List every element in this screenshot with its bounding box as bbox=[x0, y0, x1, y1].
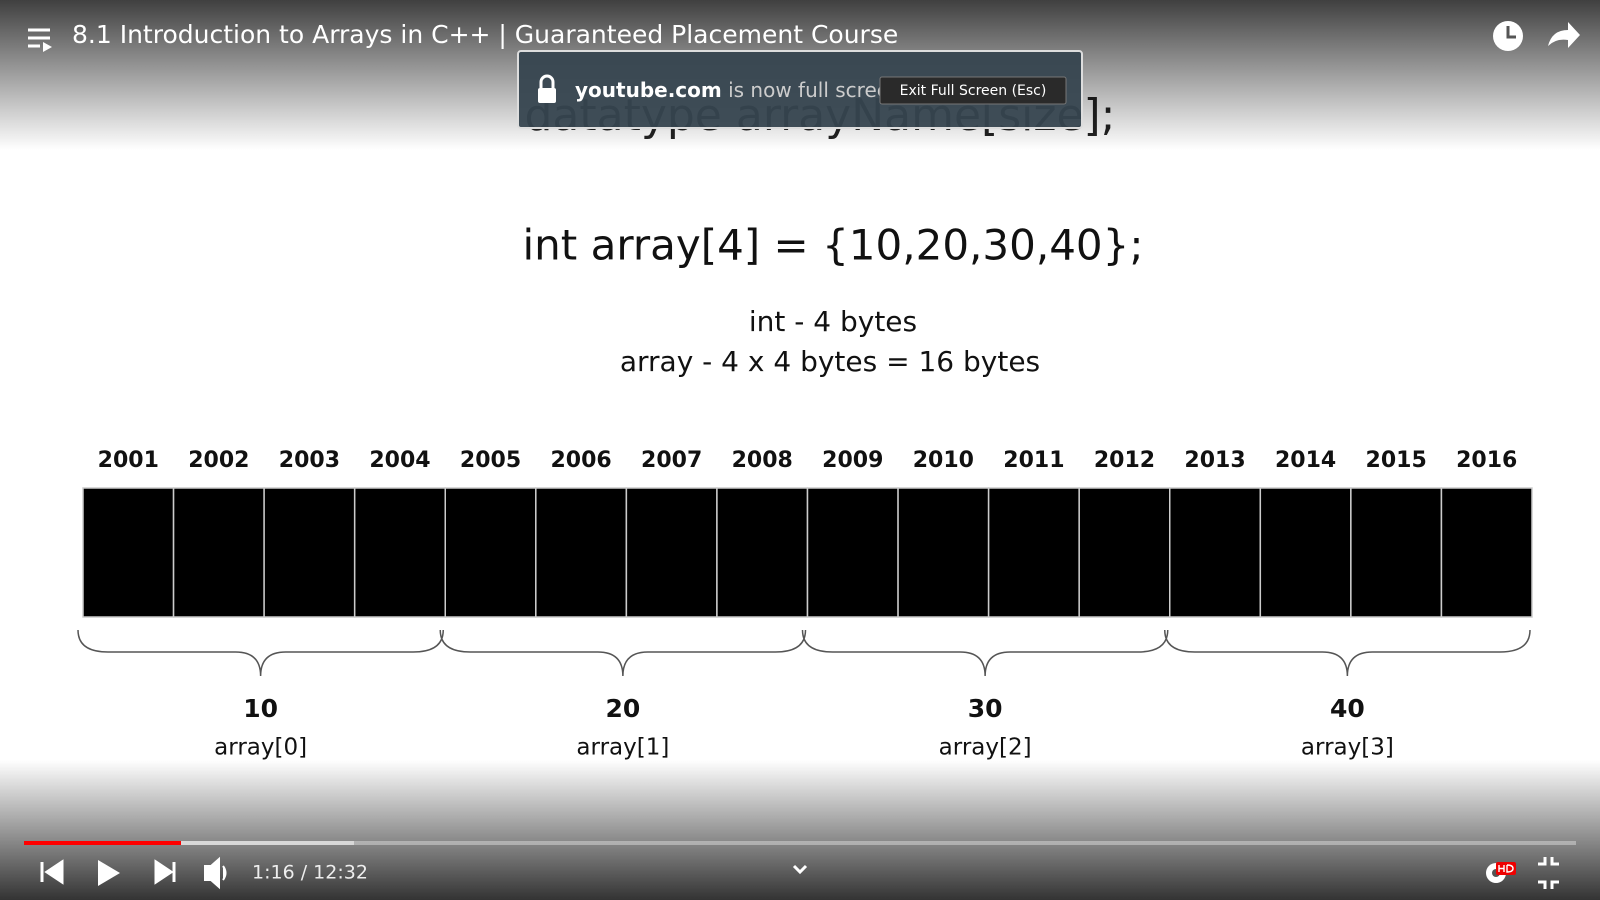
memory-cell bbox=[535, 487, 628, 618]
brace bbox=[439, 629, 807, 677]
element-label: array[2] bbox=[939, 735, 1032, 761]
exit-button[interactable] bbox=[879, 76, 1067, 105]
note: int - 4 bytes bbox=[749, 305, 917, 338]
exit-button-label[interactable]: Exit Full Screen (Esc) bbox=[900, 83, 1047, 99]
memory-cell bbox=[716, 487, 809, 618]
settings-button[interactable] bbox=[1486, 862, 1516, 883]
address: 2006 bbox=[550, 448, 611, 473]
brace bbox=[801, 629, 1169, 677]
watch-later[interactable] bbox=[1493, 21, 1523, 51]
element-label: array[0] bbox=[214, 735, 307, 761]
element-value: 40 bbox=[1330, 694, 1365, 723]
slide: datatype arrayName[size]; int array[4] =… bbox=[77, 90, 1533, 761]
chapter-toggle[interactable] bbox=[792, 864, 808, 875]
memory-cell bbox=[1169, 487, 1262, 618]
brace bbox=[77, 629, 444, 677]
address: 2016 bbox=[1456, 448, 1517, 473]
address: 2002 bbox=[188, 448, 249, 473]
memory-cell bbox=[1078, 487, 1171, 618]
code-line: int array[4] = {10,20,30,40}; bbox=[522, 221, 1143, 270]
memory-cell bbox=[1440, 487, 1533, 618]
address: 2004 bbox=[369, 448, 430, 473]
notice-site: youtube.com bbox=[575, 78, 722, 102]
memory-cell bbox=[806, 487, 899, 618]
progress-bar[interactable] bbox=[24, 841, 1576, 845]
memory-cell bbox=[353, 487, 446, 618]
volume-button[interactable] bbox=[204, 856, 227, 890]
video-title[interactable]: 8.1 Introduction to Arrays in C++ | Guar… bbox=[72, 20, 898, 49]
fullscreen-notice: youtube.com is now full screen Exit Full… bbox=[517, 50, 1083, 129]
memory-cell bbox=[82, 487, 175, 618]
address: 2008 bbox=[732, 448, 793, 473]
address: 2011 bbox=[1003, 448, 1064, 473]
previous-button[interactable] bbox=[40, 859, 64, 885]
exit-fullscreen[interactable] bbox=[1538, 857, 1559, 889]
address: 2001 bbox=[98, 448, 159, 473]
element-value: 30 bbox=[968, 694, 1003, 723]
memory-cell bbox=[897, 487, 990, 618]
element-label: array[1] bbox=[576, 735, 669, 761]
element-value: 10 bbox=[243, 694, 278, 723]
address: 2015 bbox=[1366, 448, 1427, 473]
memory-cell bbox=[625, 487, 718, 618]
brace bbox=[1164, 629, 1531, 677]
next-button[interactable] bbox=[154, 859, 176, 885]
play-button[interactable] bbox=[98, 860, 120, 886]
address: 2007 bbox=[641, 448, 702, 473]
memory-cell bbox=[987, 487, 1080, 618]
memory-cell bbox=[1350, 487, 1443, 618]
notice-text: youtube.com is now full screen bbox=[575, 78, 902, 102]
notice-message: is now full screen bbox=[728, 78, 902, 102]
playlist-icon[interactable] bbox=[28, 28, 52, 52]
bottom-shade bbox=[0, 760, 1600, 900]
address: 2005 bbox=[460, 448, 521, 473]
address: 2014 bbox=[1275, 448, 1336, 473]
memory-cell bbox=[263, 487, 356, 618]
time-display: 1:16 / 12:32 bbox=[252, 862, 368, 884]
address: 2010 bbox=[913, 448, 974, 473]
address: 2012 bbox=[1094, 448, 1155, 473]
memory-cell bbox=[444, 487, 537, 618]
note: array - 4 x 4 bytes = 16 bytes bbox=[620, 345, 1040, 378]
address: 2009 bbox=[822, 448, 883, 473]
address: 2013 bbox=[1184, 448, 1245, 473]
element-label: array[3] bbox=[1301, 735, 1394, 761]
element-value: 20 bbox=[605, 694, 640, 723]
memory-cell bbox=[1259, 487, 1352, 618]
share-icon[interactable] bbox=[1548, 22, 1580, 48]
address: 2003 bbox=[279, 448, 340, 473]
memory-cell bbox=[172, 487, 265, 618]
